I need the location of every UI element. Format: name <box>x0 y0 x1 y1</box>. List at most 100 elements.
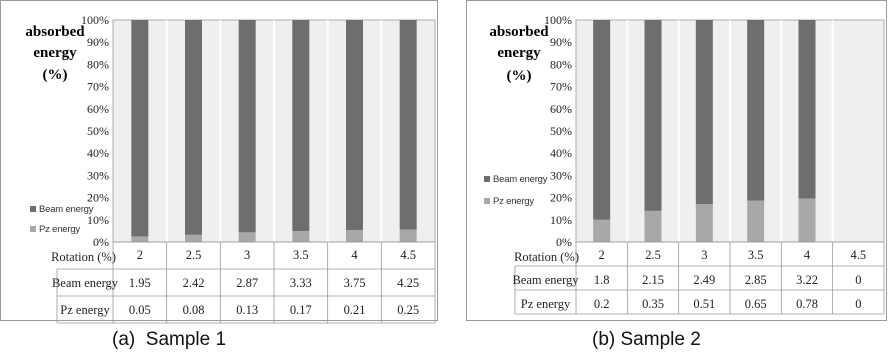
y-tick-label: 0% <box>93 235 109 249</box>
table-cell: 4.25 <box>397 276 419 290</box>
bar-beam-energy-3.5 <box>747 20 765 201</box>
x-tick-label: 4 <box>351 248 358 262</box>
x-tick-label: 2.5 <box>645 248 661 262</box>
bar-beam-energy-4.5 <box>399 20 417 230</box>
y-tick-label: 10% <box>550 213 572 227</box>
table-cell: 0.25 <box>397 303 419 317</box>
bar-pz-energy-2.5 <box>644 210 662 242</box>
bar-pz-energy-4 <box>798 198 816 242</box>
table-cell: 0.78 <box>796 297 818 311</box>
y-tick-label: 0% <box>556 235 572 249</box>
table-cell: 0.2 <box>594 297 610 311</box>
y-tick-label: 50% <box>550 124 572 138</box>
bar-pz-energy-2 <box>131 236 149 242</box>
table-cell: 0.51 <box>693 297 715 311</box>
x-tick-label: 4 <box>804 248 811 262</box>
table-cell: 0.13 <box>236 303 258 317</box>
y-tick-label: 50% <box>87 124 109 138</box>
x-axis-label: Rotation (%) <box>51 250 116 264</box>
y-tick-label: 40% <box>87 146 109 160</box>
table-cell: 3.75 <box>344 276 366 290</box>
y-axis-label-line: absorbed <box>489 24 549 40</box>
table-cell: 3.22 <box>796 273 818 287</box>
bar-pz-energy-3.5 <box>292 231 310 242</box>
table-cell: 2.42 <box>183 276 205 290</box>
y-tick-label: 100% <box>81 13 109 27</box>
table-cell: 2.49 <box>693 273 715 287</box>
table-cell: 0 <box>855 297 861 311</box>
bar-beam-energy-4 <box>346 20 363 231</box>
y-axis-label-line: absorbed <box>25 24 85 40</box>
bar-beam-energy-2 <box>131 20 149 237</box>
legend-label-beam: Beam energy <box>39 204 94 215</box>
x-tick-label: 3.5 <box>748 248 764 262</box>
table-cell: 0.08 <box>183 303 205 317</box>
legend-label-pz: Pz energy <box>493 196 534 207</box>
bar-beam-energy-3 <box>695 20 713 205</box>
bar-beam-energy-3.5 <box>292 20 310 232</box>
x-tick-label: 2.5 <box>186 248 202 262</box>
bar-pz-energy-2.5 <box>185 234 202 242</box>
y-tick-label: 80% <box>550 57 572 71</box>
caption-sample-1: (a) Sample 1 <box>112 329 227 350</box>
legend-swatch-beam <box>30 206 36 212</box>
y-tick-label: 70% <box>550 80 572 94</box>
chart-panel-sample-1: absorbed energy (%) 0% 10% 20% 30% 40% 50% 60% 70%… <box>0 0 440 326</box>
x-axis-label: Rotation (%) <box>514 250 579 264</box>
bar-pz-energy-2 <box>593 219 611 242</box>
chart-panel-sample-2: absorbed energy (%) 0% 10% 20% 30% 40% 50% 60% 70%… <box>466 0 889 326</box>
legend-label-pz: Pz energy <box>39 224 80 235</box>
chart-sample-1: absorbed energy (%) 0% 10% 20% 30% 40% 50% 60% 70%… <box>0 0 438 324</box>
table-row-header-beam: Beam energy <box>512 273 579 287</box>
table-cell: 0.05 <box>129 303 151 317</box>
table-cell: 0.65 <box>745 297 767 311</box>
bar-pz-energy-4 <box>346 230 363 242</box>
table-cell: 2.15 <box>642 273 664 287</box>
y-tick-label: 100% <box>544 13 572 27</box>
caption-sample-2: (b) Sample 2 <box>592 329 701 350</box>
table-cell: 0.21 <box>344 303 366 317</box>
table-cell: 2.87 <box>236 276 258 290</box>
table-cell: 0 <box>855 273 861 287</box>
table-row-header-pz: Pz energy <box>521 297 571 311</box>
bar-pz-energy-3 <box>238 232 256 242</box>
legend-swatch-beam <box>484 176 490 182</box>
legend-swatch-pz <box>30 226 36 232</box>
x-tick-label: 4.5 <box>400 248 416 262</box>
y-tick-label: 20% <box>550 191 572 205</box>
y-tick-label: 90% <box>550 35 572 49</box>
legend-label-beam: Beam energy <box>493 174 548 185</box>
x-tick-label: 2 <box>137 248 143 262</box>
y-tick-label: 80% <box>87 57 109 71</box>
bar-pz-energy-4.5 <box>399 229 417 242</box>
table-cell: 1.8 <box>594 273 610 287</box>
bar-pz-energy-3 <box>695 204 713 242</box>
bar-beam-energy-4 <box>798 20 816 199</box>
table-cell: 2.85 <box>745 273 767 287</box>
bar-beam-energy-2 <box>593 20 611 220</box>
table-cell: 1.95 <box>129 276 151 290</box>
y-tick-label: 60% <box>550 102 572 116</box>
y-tick-label: 30% <box>550 168 572 182</box>
y-tick-label: 90% <box>87 35 109 49</box>
y-tick-label: 40% <box>550 146 572 160</box>
y-tick-label: 30% <box>87 168 109 182</box>
table-cell: 3.33 <box>290 276 312 290</box>
y-tick-label: 10% <box>87 213 109 227</box>
y-axis-label-line: (%) <box>43 67 68 83</box>
y-axis-label-line: (%) <box>507 68 532 84</box>
bar-beam-energy-2.5 <box>185 20 202 235</box>
x-tick-label: 3 <box>701 248 707 262</box>
y-axis-label-line: energy <box>497 45 541 61</box>
table-row-header-beam: Beam energy <box>52 276 119 290</box>
y-axis-label-line: energy <box>33 45 77 61</box>
table-row-header-pz: Pz energy <box>60 303 110 317</box>
y-tick-label: 60% <box>87 102 109 116</box>
x-tick-label: 3 <box>244 248 250 262</box>
y-tick-label: 70% <box>87 80 109 94</box>
x-tick-label: 4.5 <box>851 248 867 262</box>
y-tick-label: 20% <box>87 191 109 205</box>
bar-beam-energy-3 <box>238 20 256 233</box>
bar-pz-energy-3.5 <box>747 200 765 242</box>
table-cell: 0.17 <box>290 303 312 317</box>
